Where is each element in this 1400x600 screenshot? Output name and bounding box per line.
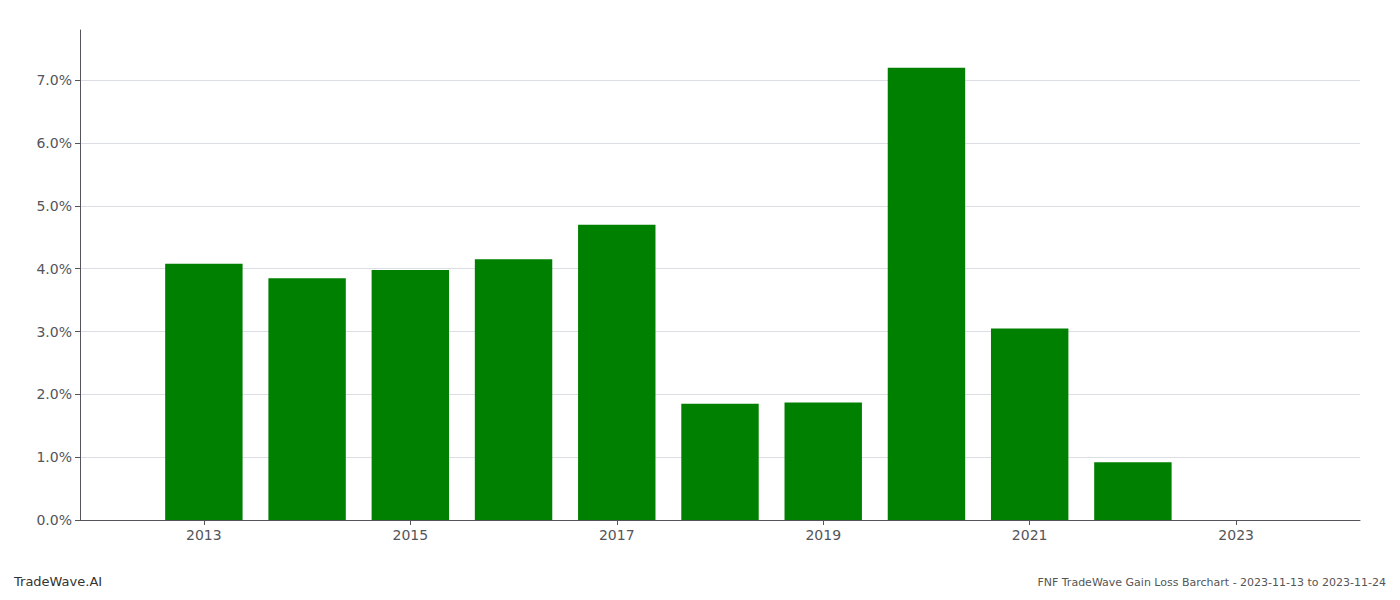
svg-text:7.0%: 7.0% — [36, 72, 72, 88]
svg-text:6.0%: 6.0% — [36, 135, 72, 151]
svg-text:TradeWave.AI: TradeWave.AI — [13, 574, 102, 589]
svg-text:4.0%: 4.0% — [36, 261, 72, 277]
svg-text:0.0%: 0.0% — [36, 512, 72, 528]
svg-text:2013: 2013 — [186, 527, 222, 543]
svg-text:3.0%: 3.0% — [36, 324, 72, 340]
svg-text:2023: 2023 — [1218, 527, 1254, 543]
svg-text:1.0%: 1.0% — [36, 449, 72, 465]
svg-text:2.0%: 2.0% — [36, 386, 72, 402]
svg-text:2015: 2015 — [393, 527, 429, 543]
svg-text:2019: 2019 — [805, 527, 841, 543]
svg-text:2021: 2021 — [1012, 527, 1048, 543]
svg-text:5.0%: 5.0% — [36, 198, 72, 214]
svg-text:2017: 2017 — [599, 527, 635, 543]
svg-text:FNF TradeWave Gain Loss Barcha: FNF TradeWave Gain Loss Barchart - 2023-… — [1037, 576, 1386, 589]
